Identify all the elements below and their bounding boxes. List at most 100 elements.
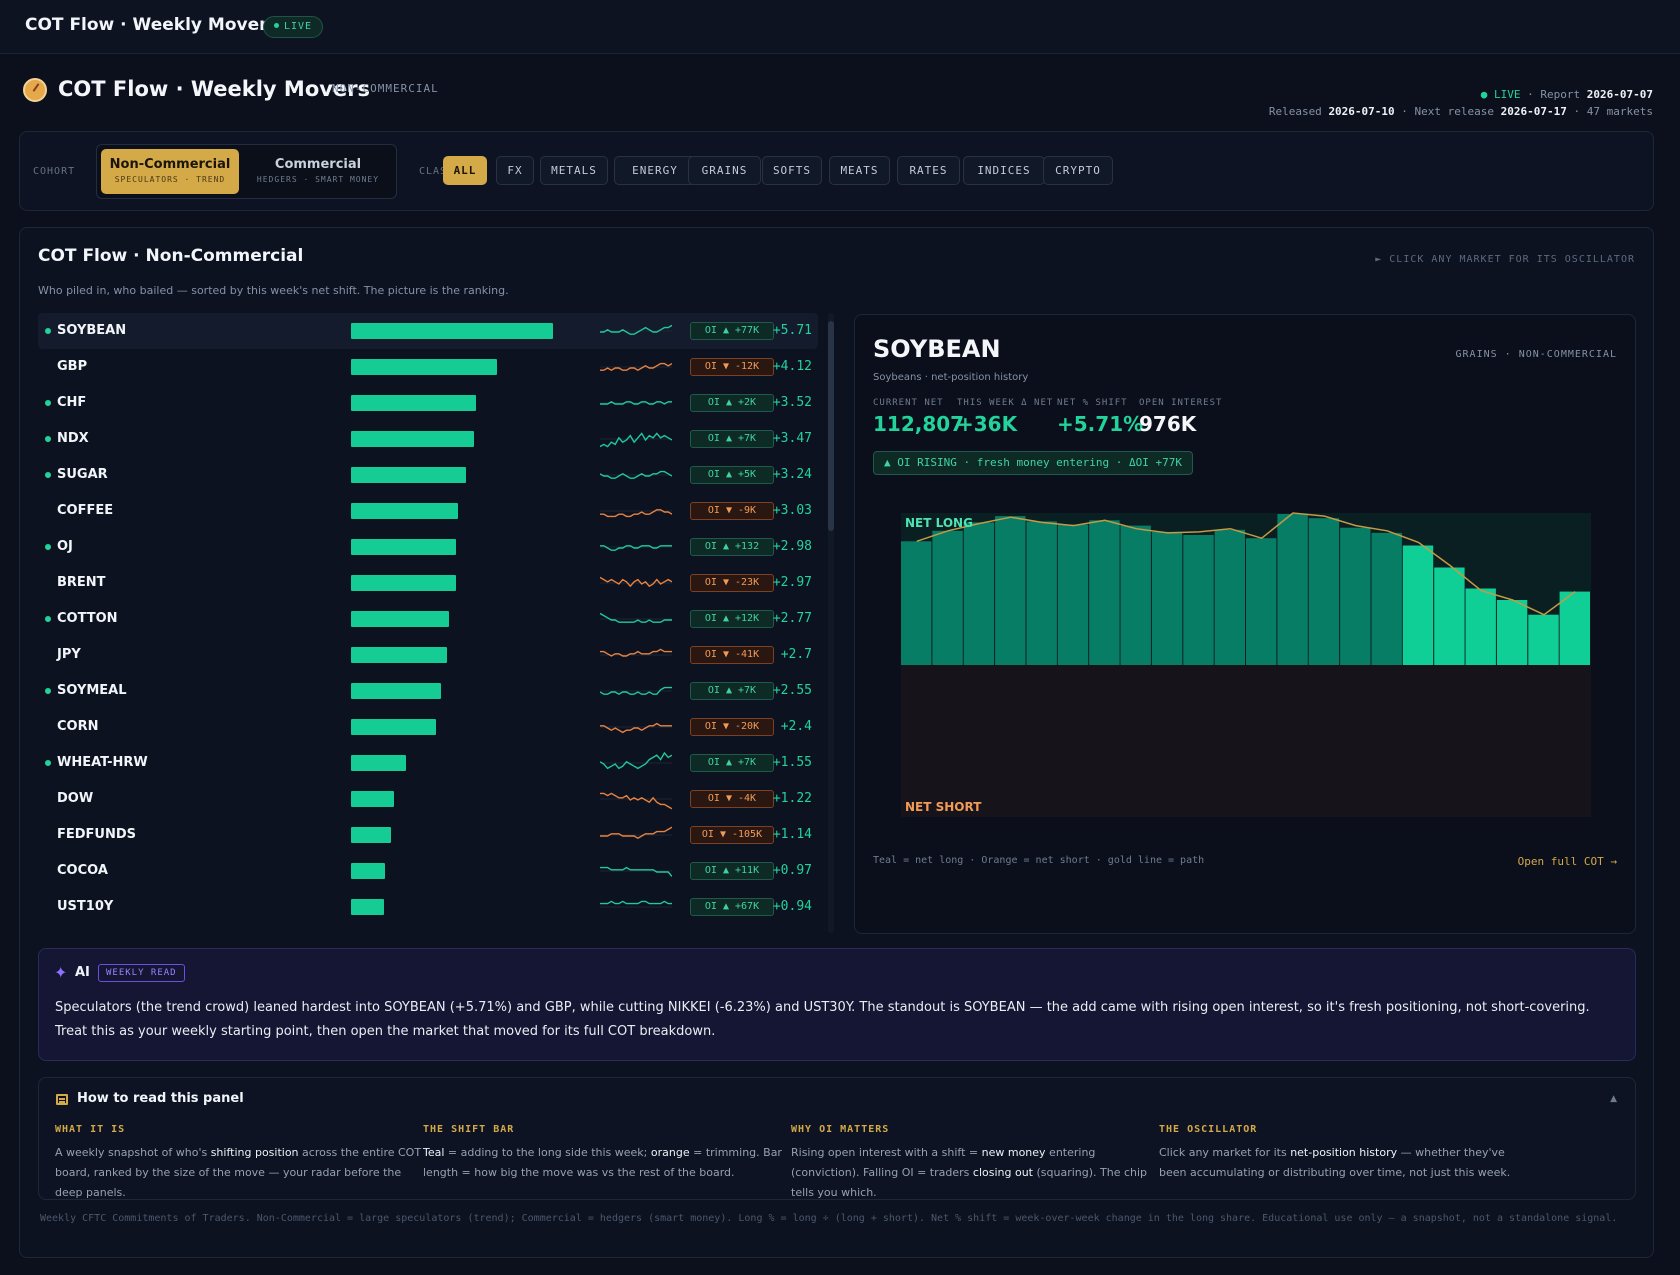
how-to-column: THE SHIFT BAR Teal = adding to the long s…	[423, 1124, 793, 1183]
column-body: A weekly snapshot of who's shifting posi…	[55, 1146, 422, 1199]
net-shift-value: +4.12	[772, 359, 812, 374]
market-row-gbp[interactable]: GBP OI ▼ -12K +4.12	[38, 349, 818, 385]
chart-bar	[1559, 591, 1590, 665]
class-chip-rates[interactable]: RATES	[897, 156, 960, 185]
shift-bar	[351, 359, 497, 375]
how-to-column: WHAT IT IS A weekly snapshot of who's shi…	[55, 1124, 425, 1203]
market-row-cotton[interactable]: COTTON OI ▲ +12K +2.77	[38, 601, 818, 637]
class-chip-all[interactable]: ALL	[443, 156, 487, 185]
chart-bar	[1151, 531, 1183, 665]
sparkline	[600, 751, 672, 770]
class-chip-metals[interactable]: METALS	[540, 156, 608, 185]
market-row-corn[interactable]: CORN OI ▼ -20K +2.4	[38, 709, 818, 745]
class-chip-energy[interactable]: ENERGY	[614, 156, 696, 185]
chart-bar	[1120, 525, 1151, 665]
how-to-title[interactable]: How to read this panel	[77, 1091, 244, 1106]
sparkline	[600, 432, 672, 448]
cohort-label: COHORT	[33, 166, 76, 177]
shift-bar	[351, 755, 406, 771]
market-row-soymeal[interactable]: SOYMEAL OI ▲ +7K +2.55	[38, 673, 818, 709]
sparkline-path	[600, 648, 672, 657]
oi-chip: OI ▼ -9K	[690, 502, 774, 520]
market-name: DOW	[57, 791, 94, 806]
oi-chip: OI ▲ +132	[690, 538, 774, 556]
market-row-oj[interactable]: OJ OI ▲ +132 +2.98	[38, 529, 818, 565]
class-chip-crypto[interactable]: CRYPTO	[1043, 156, 1113, 185]
market-row-soybean[interactable]: SOYBEAN OI ▲ +77K +5.71	[38, 313, 818, 349]
shift-bar	[351, 899, 385, 915]
chart-bar	[1496, 600, 1528, 665]
oi-rising-chip: ▲ OI RISING · fresh money entering · ΔOI…	[873, 451, 1194, 475]
market-row-fedfunds[interactable]: FEDFUNDS OI ▼ -105K +1.14	[38, 817, 818, 853]
sparkline	[600, 509, 672, 518]
released-date: 2026-07-10	[1328, 105, 1395, 118]
class-chip-meats[interactable]: MEATS	[829, 156, 890, 185]
market-list: SOYBEAN OI ▲ +77K +5.71 GBP OI ▼ -12K +4.12 CH…	[38, 313, 835, 933]
chart-bar	[1340, 527, 1371, 665]
stat-current-net: CURRENT NET 112,807	[873, 398, 965, 436]
market-row-coffee[interactable]: COFFEE OI ▼ -9K +3.03	[38, 493, 818, 529]
main-panel: COT Flow · Non-Commercial ► CLICK ANY MA…	[19, 227, 1654, 1258]
list-scrollbar-thumb[interactable]	[828, 321, 834, 531]
net-shift-value: +1.22	[772, 791, 812, 806]
oi-chip: OI ▲ +7K	[690, 682, 774, 700]
oi-chip: OI ▲ +7K	[690, 430, 774, 448]
shift-bar	[351, 467, 466, 483]
cohort-non-commercial-button[interactable]: Non-Commercial SPECULATORS · TREND	[101, 149, 239, 194]
active-dot-icon	[45, 436, 51, 442]
ai-label: AI	[75, 965, 90, 980]
cohort-commercial-button[interactable]: Commercial HEDGERS · SMART MONEY	[256, 157, 380, 184]
market-row-ndx[interactable]: NDX OI ▲ +7K +3.47	[38, 421, 818, 457]
chart-bar	[1402, 545, 1434, 665]
shift-bar	[351, 395, 476, 411]
compass-icon	[23, 78, 47, 102]
list-scrollbar[interactable]	[828, 313, 834, 933]
sparkline	[600, 612, 672, 623]
how-to-read-panel: How to read this panel ▲ WHAT IT IS A wee…	[38, 1077, 1636, 1200]
shift-bar	[351, 431, 474, 447]
sparkline-path	[600, 432, 672, 448]
sparkline	[600, 792, 672, 810]
market-row-ust10y[interactable]: UST10Y OI ▲ +67K +0.94	[38, 889, 818, 925]
open-full-cot-link[interactable]: Open full COT →	[1517, 855, 1617, 868]
chart-bar	[1089, 520, 1120, 665]
net-shift-value: +3.52	[772, 395, 812, 410]
collapse-caret-icon[interactable]: ▲	[1610, 1094, 1617, 1104]
report-meta: ● LIVE · Report 2026-07-07 Released 2026…	[1268, 88, 1653, 118]
net-position-chart: NET LONG NET SHORT	[901, 512, 1591, 817]
market-row-jpy[interactable]: JPY OI ▼ -41K +2.7	[38, 637, 818, 673]
shift-bar	[351, 323, 553, 339]
market-row-brent[interactable]: BRENT OI ▼ -23K +2.97	[38, 565, 818, 601]
chart-bar	[1371, 532, 1402, 665]
sparkline-path	[600, 509, 672, 518]
sparkline	[600, 686, 672, 696]
oi-chip: OI ▼ -4K	[690, 790, 774, 808]
net-shift-value: +2.98	[772, 539, 812, 554]
net-shift-value: +2.97	[772, 575, 812, 590]
market-name: COFFEE	[57, 503, 114, 518]
market-row-cocoa[interactable]: COCOA OI ▲ +11K +0.97	[38, 853, 818, 889]
live-dot-icon	[274, 23, 279, 28]
sparkline	[600, 400, 672, 405]
net-shift-value: +2.4	[780, 719, 812, 734]
oi-chip: OI ▲ +67K	[690, 898, 774, 916]
market-name: CHF	[57, 395, 87, 410]
chart-bar	[1183, 535, 1214, 665]
class-chip-grains[interactable]: GRAINS	[688, 156, 761, 185]
class-chip-indices[interactable]: INDICES	[963, 156, 1045, 185]
oi-chip: OI ▲ +12K	[690, 610, 774, 628]
class-chip-fx[interactable]: FX	[496, 156, 534, 185]
chart-bar	[1214, 529, 1245, 665]
market-row-wheat-hrw[interactable]: WHEAT-HRW OI ▲ +7K +1.55	[38, 745, 818, 781]
oi-chip: OI ▲ +5K	[690, 466, 774, 484]
top-bar: COT Flow · Weekly Movers LIVE	[0, 0, 1680, 54]
sparkline-path	[600, 900, 672, 905]
market-row-chf[interactable]: CHF OI ▲ +2K +3.52	[38, 385, 818, 421]
sparkline	[600, 900, 672, 908]
market-row-sugar[interactable]: SUGAR OI ▲ +5K +3.24	[38, 457, 818, 493]
panel-hint: ► CLICK ANY MARKET FOR ITS OSCILLATOR	[1375, 254, 1635, 265]
sparkline	[600, 470, 672, 479]
column-body: Click any market for its net-position hi…	[1159, 1146, 1511, 1179]
market-row-dow[interactable]: DOW OI ▼ -4K +1.22	[38, 781, 818, 817]
class-chip-softs[interactable]: SOFTS	[762, 156, 822, 185]
